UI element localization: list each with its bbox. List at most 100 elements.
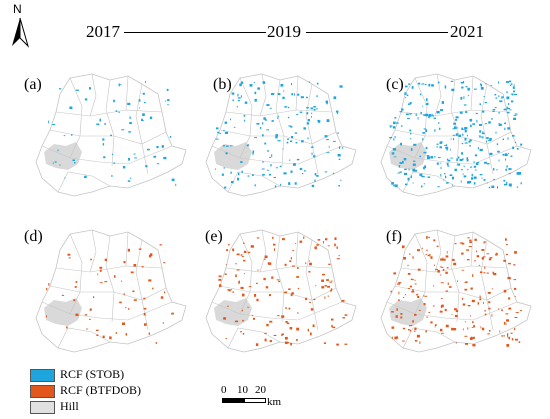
rcf-patch [452,128,456,130]
rcf-patch [299,111,303,113]
rcf-patch [511,338,514,341]
rcf-patch [236,253,240,256]
rcf-patch [513,114,517,116]
rcf-patch [225,264,227,266]
rcf-patch [286,342,290,344]
rcf-patch [409,329,411,332]
rcf-patch [449,174,453,176]
subdistrict-boundary [55,109,163,117]
rcf-patch [133,264,137,267]
rcf-patch [115,332,117,335]
rcf-patch [290,125,293,128]
subdistrict-boundary [295,231,299,267]
rcf-patch [316,108,318,110]
rcf-patch [266,169,269,171]
rcf-patch [408,329,410,331]
rcf-patch [508,183,512,187]
subdistrict-boundary [394,285,512,301]
subdistrict-boundary [105,79,115,167]
rcf-patch [332,326,336,329]
rcf-patch [113,162,116,164]
rcf-patch [424,165,427,169]
rcf-patch [262,122,264,125]
rcf-patch [439,310,443,313]
rcf-patch [66,326,68,329]
rcf-patch [469,139,472,142]
rcf-patch [469,145,471,147]
rcf-patch [103,156,106,159]
rcf-patch [400,313,403,315]
rcf-patch [454,308,457,311]
rcf-patch [247,306,250,308]
rcf-patch [251,314,253,317]
rcf-patch [443,179,445,181]
rcf-patch [505,313,509,315]
rcf-patch [307,137,309,140]
rcf-patch [432,115,434,117]
subdistrict-boundary [450,235,460,323]
rcf-patch [483,272,486,274]
rcf-patch [274,248,275,251]
subdistrict-boundary [295,75,299,111]
rcf-patch [478,264,481,266]
rcf-patch [480,326,482,329]
rcf-patch [290,257,292,260]
rcf-patch [96,123,100,126]
rcf-patch [459,159,463,162]
rcf-patch [417,116,419,120]
rcf-patch [450,157,454,159]
rcf-patch [417,268,421,271]
rcf-patch [392,126,396,129]
rcf-patch [425,103,429,106]
rcf-patch [162,322,164,324]
subdistrict-boundary [259,229,267,273]
rcf-patch [145,80,146,84]
rcf-patch [472,274,474,277]
rcf-patch [463,165,465,167]
rcf-patch [443,173,446,175]
rcf-patch [304,170,306,172]
rcf-patch [391,152,395,155]
rcf-patch [283,292,286,294]
rcf-patch [481,257,484,260]
rcf-patch [281,333,283,336]
rcf-patch [389,126,392,128]
scale-unit: km [267,396,282,408]
rcf-patch [414,169,418,172]
rcf-patch [457,127,459,129]
year-mid-label: 2019 [267,22,301,41]
rcf-patch [460,169,463,171]
rcf-patch [457,163,461,166]
rcf-patch [224,186,227,189]
rcf-patch [232,99,234,102]
rcf-patch [451,314,453,316]
rcf-patch [159,244,162,246]
rcf-patch [472,321,474,324]
rcf-patch [297,93,300,96]
rcf-patch [487,333,490,335]
rcf-patch [498,81,500,84]
rcf-patch [414,283,417,285]
panel-label-e: (e) [205,228,223,245]
rcf-patch [104,123,106,125]
rcf-patch [462,173,464,175]
rcf-patch [411,291,415,293]
rcf-patch [476,250,478,253]
rcf-patch [477,147,479,150]
rcf-patch [402,327,406,330]
rcf-patch [497,95,500,97]
rcf-patch [283,90,285,92]
subdistrict-boundary [219,129,337,145]
rcf-patch [477,302,479,305]
rcf-patch [510,332,513,334]
rcf-patch [398,299,400,301]
rcf-patch [253,81,255,84]
rcf-patch [478,124,482,126]
rcf-patch [237,97,241,99]
rcf-patch [89,87,91,90]
rcf-patch [111,153,113,155]
rcf-patch [115,110,118,112]
rcf-patch [503,183,507,186]
rcf-patch [413,143,417,146]
subdistrict-boundary [125,231,129,267]
